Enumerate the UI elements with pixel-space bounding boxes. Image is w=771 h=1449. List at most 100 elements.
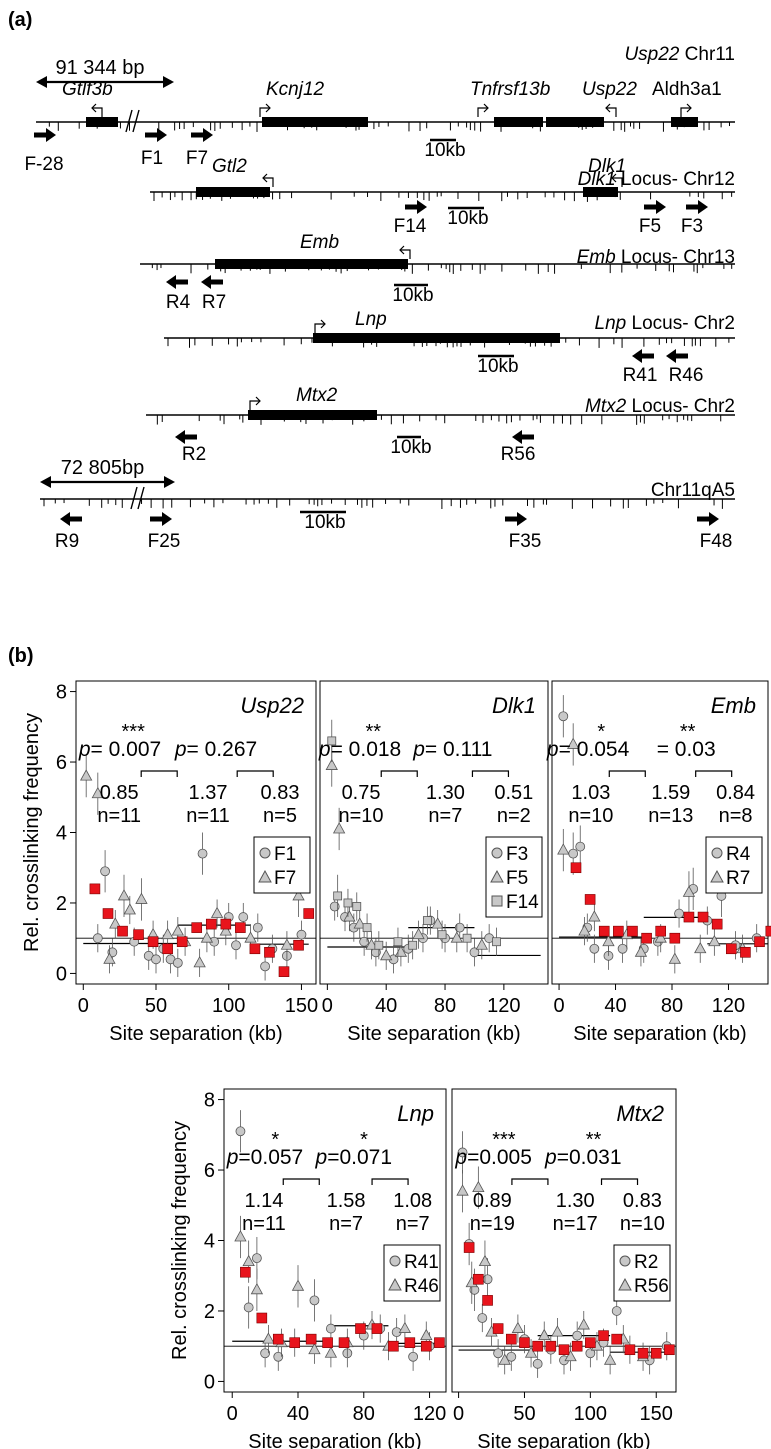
data-point-triangle bbox=[353, 917, 366, 929]
gene-body bbox=[215, 259, 408, 269]
plot-frame bbox=[451, 1088, 677, 1393]
p-symbol: p bbox=[226, 1146, 239, 1169]
span-label: 91 344 bp bbox=[56, 57, 145, 79]
span-arrow-head bbox=[36, 76, 47, 88]
significance-stars: ** bbox=[680, 721, 696, 743]
span-arrow-head bbox=[40, 476, 51, 488]
mean-point-square bbox=[598, 1330, 609, 1341]
x-tick-label: 40 bbox=[287, 1403, 309, 1425]
restriction-site-ticks bbox=[48, 122, 730, 132]
primer-arrow-shaft bbox=[184, 434, 197, 440]
data-point-triangle bbox=[475, 938, 488, 950]
span-label: 72 805bp bbox=[61, 457, 144, 479]
group-mean-label: 1.30 bbox=[556, 1190, 595, 1212]
mean-point-square bbox=[235, 922, 246, 933]
gene-body bbox=[583, 187, 618, 197]
data-point-circle bbox=[260, 1348, 271, 1359]
data-point-triangle bbox=[431, 917, 444, 929]
p-symbol: p bbox=[546, 738, 559, 761]
x-axis-label: Site separation (kb) bbox=[477, 1431, 650, 1449]
mean-point-square bbox=[240, 1266, 251, 1278]
data-point-triangle bbox=[478, 1254, 492, 1267]
legend-triangle-icon bbox=[710, 869, 724, 883]
primer-arrow-icon bbox=[201, 275, 223, 289]
mean-point-square bbox=[611, 1333, 623, 1345]
locus-gene-name: Mtx2 bbox=[585, 396, 627, 417]
data-point-triangle bbox=[412, 927, 425, 940]
gene-label: Emb bbox=[300, 232, 339, 253]
data-point-triangle bbox=[472, 1180, 485, 1193]
y-tick-label: 6 bbox=[204, 1160, 215, 1182]
x-tick-label: 0 bbox=[322, 995, 333, 1017]
data-point-circle bbox=[92, 933, 103, 944]
data-point-circle bbox=[589, 943, 600, 954]
primer-arrow-icon bbox=[166, 275, 188, 289]
x-tick-label: 120 bbox=[712, 995, 745, 1017]
data-point-triangle bbox=[291, 1279, 305, 1291]
data-point-circle bbox=[238, 912, 249, 922]
x-tick-label: 120 bbox=[487, 995, 520, 1017]
primer-label: F35 bbox=[509, 531, 542, 552]
mean-point-square bbox=[463, 1242, 475, 1253]
gene-label: Lnp bbox=[355, 309, 387, 330]
data-point-circle bbox=[457, 1147, 468, 1158]
data-point-circle bbox=[151, 954, 161, 965]
y-tick-label: 2 bbox=[204, 1301, 215, 1323]
data-point-circle bbox=[482, 1274, 493, 1285]
tss-arrow-icon bbox=[249, 396, 261, 410]
mean-point-square bbox=[711, 918, 723, 930]
data-point-triangle bbox=[577, 1318, 590, 1330]
p-value-label: p=0.005 bbox=[454, 1146, 532, 1169]
tss-arrow-line bbox=[249, 400, 260, 410]
primer-label: R46 bbox=[669, 365, 704, 386]
locus-label: Lnp Locus- Chr2 bbox=[595, 313, 735, 334]
locus-label: Chr11qA5 bbox=[651, 480, 735, 501]
tss-arrow-icon bbox=[259, 103, 271, 117]
primer-arrow-shaft bbox=[521, 434, 534, 440]
panel-label-a: (a) bbox=[8, 9, 32, 31]
mean-point-square bbox=[289, 1337, 301, 1348]
data-point-circle bbox=[231, 940, 241, 951]
data-point-triangle bbox=[708, 934, 721, 947]
group-mean-label: 0.83 bbox=[623, 1190, 662, 1212]
x-tick-label: 0 bbox=[553, 995, 564, 1017]
p-symbol: p bbox=[315, 1146, 328, 1169]
mean-point-square bbox=[765, 925, 771, 937]
primer-arrow-shaft bbox=[175, 279, 188, 285]
data-point-triangle bbox=[280, 938, 294, 950]
gene-body bbox=[494, 117, 543, 127]
data-point-triangle bbox=[564, 1349, 577, 1362]
tss-arrow-line bbox=[263, 177, 274, 187]
data-point-circle bbox=[506, 1351, 517, 1362]
data-point-square bbox=[492, 937, 501, 947]
mean-point-square bbox=[264, 946, 275, 958]
primer-label: F-28 bbox=[24, 154, 63, 175]
significance-stars: *** bbox=[492, 1129, 516, 1151]
primer-arrow-icon bbox=[191, 128, 213, 142]
group-mean-label: 1.59 bbox=[651, 782, 690, 804]
locus-label: Usp22 Chr11 bbox=[624, 44, 735, 65]
data-point-circle bbox=[251, 1253, 262, 1264]
series-f14 bbox=[327, 719, 501, 960]
primer-arrow-head bbox=[175, 430, 185, 444]
scale-bar-label: 10kb bbox=[304, 512, 345, 533]
y-axis-label: Rel. crosslinking frequency bbox=[169, 1121, 191, 1360]
data-point-triangle bbox=[117, 889, 131, 901]
group-n-label: n=10 bbox=[339, 805, 384, 827]
legend-triangle-icon bbox=[388, 1277, 402, 1291]
mean-point-square bbox=[754, 936, 765, 948]
data-point-circle bbox=[325, 1323, 336, 1334]
locus-text: Locus- Chr2 bbox=[626, 396, 735, 417]
legend-label: F14 bbox=[506, 892, 539, 913]
p-value-text: = 0.111 bbox=[425, 738, 493, 761]
data-point-triangle bbox=[538, 1328, 551, 1341]
data-point-circle bbox=[243, 1302, 254, 1313]
y-tick-label: 0 bbox=[56, 963, 67, 985]
mean-point-square bbox=[249, 943, 261, 955]
data-point-triangle bbox=[219, 924, 232, 936]
gene-label: Gtl2 bbox=[212, 156, 247, 177]
data-point-triangle bbox=[557, 843, 570, 855]
